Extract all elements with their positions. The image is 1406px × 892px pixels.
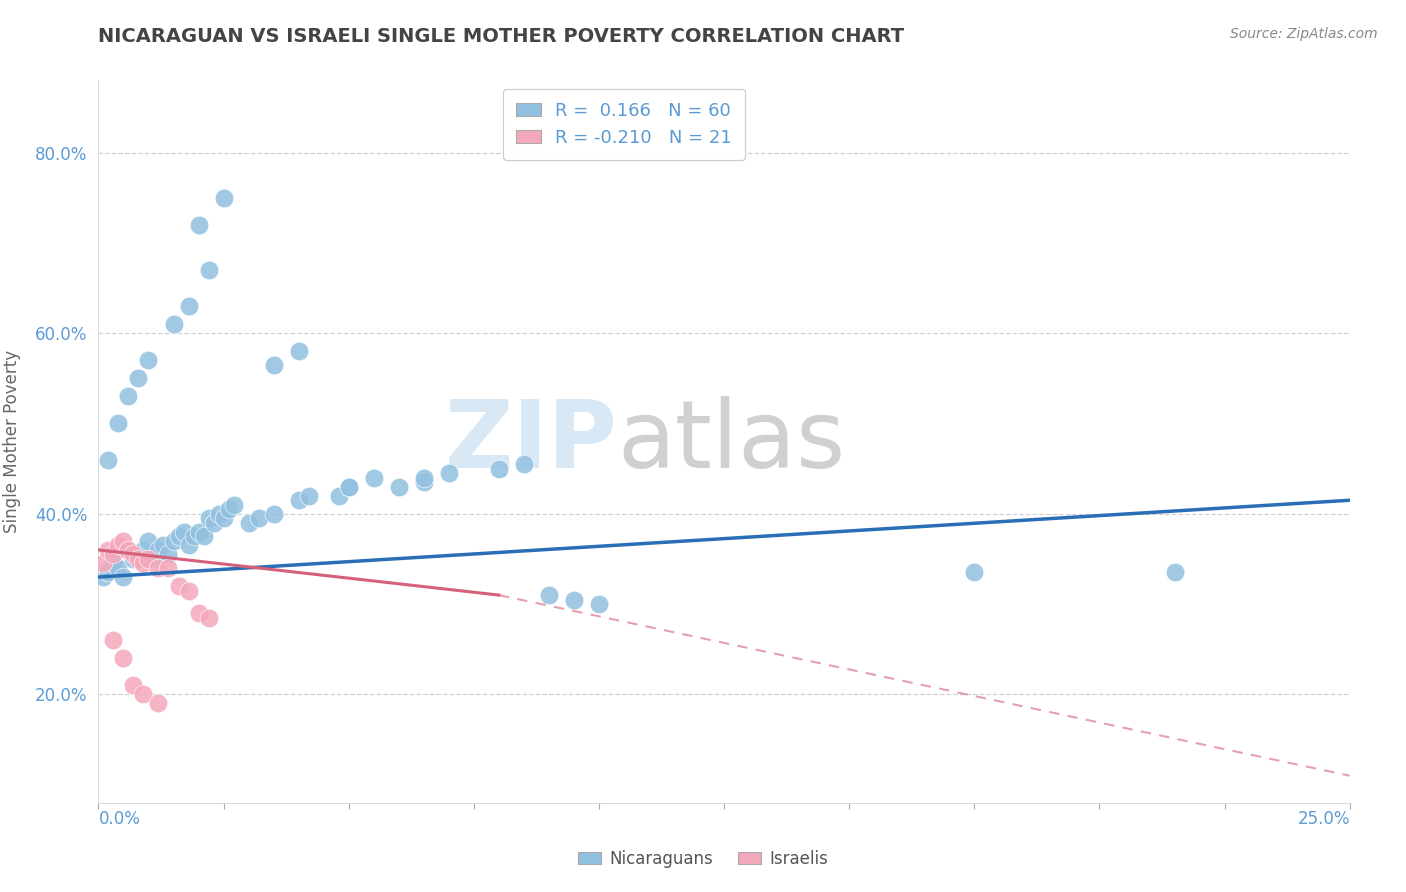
Point — [247, 511, 270, 525]
Point — [177, 538, 200, 552]
Point — [197, 263, 219, 277]
Point — [173, 524, 195, 539]
Point — [212, 511, 235, 525]
Point — [107, 538, 129, 552]
Point — [97, 452, 120, 467]
Point — [238, 516, 260, 530]
Point — [263, 358, 285, 372]
Point — [1163, 566, 1185, 580]
Text: 0.0%: 0.0% — [98, 810, 141, 828]
Point — [107, 561, 129, 575]
Point — [93, 570, 115, 584]
Point — [127, 548, 149, 562]
Point — [152, 538, 174, 552]
Point — [112, 533, 135, 548]
Point — [207, 507, 229, 521]
Point — [117, 542, 139, 557]
Point — [488, 461, 510, 475]
Point — [97, 566, 120, 580]
Point — [112, 570, 135, 584]
Point — [127, 552, 149, 566]
Point — [148, 697, 170, 711]
Point — [412, 471, 434, 485]
Point — [412, 475, 434, 490]
Legend: R =  0.166   N = 60, R = -0.210   N = 21: R = 0.166 N = 60, R = -0.210 N = 21 — [503, 89, 745, 160]
Point — [187, 218, 209, 232]
Point — [117, 389, 139, 403]
Point — [202, 516, 225, 530]
Point — [218, 502, 240, 516]
Point — [167, 529, 190, 543]
Point — [107, 417, 129, 431]
Point — [93, 557, 115, 571]
Point — [562, 592, 585, 607]
Point — [138, 533, 160, 548]
Point — [138, 353, 160, 368]
Text: ZIP: ZIP — [444, 395, 617, 488]
Point — [437, 466, 460, 480]
Point — [183, 529, 205, 543]
Point — [132, 557, 155, 571]
Point — [162, 317, 184, 331]
Point — [122, 552, 145, 566]
Point — [103, 548, 125, 562]
Point — [337, 480, 360, 494]
Point — [388, 480, 411, 494]
Point — [162, 533, 184, 548]
Text: Source: ZipAtlas.com: Source: ZipAtlas.com — [1230, 27, 1378, 41]
Point — [363, 471, 385, 485]
Point — [142, 552, 165, 566]
Point — [122, 548, 145, 562]
Point — [132, 542, 155, 557]
Point — [287, 493, 309, 508]
Point — [537, 588, 560, 602]
Point — [287, 344, 309, 359]
Point — [138, 552, 160, 566]
Point — [197, 610, 219, 624]
Text: 25.0%: 25.0% — [1298, 810, 1350, 828]
Point — [97, 542, 120, 557]
Y-axis label: Single Mother Poverty: Single Mother Poverty — [3, 350, 21, 533]
Point — [187, 524, 209, 539]
Point — [513, 457, 536, 471]
Point — [187, 606, 209, 620]
Text: atlas: atlas — [617, 395, 846, 488]
Point — [157, 548, 180, 562]
Legend: Nicaraguans, Israelis: Nicaraguans, Israelis — [571, 844, 835, 875]
Point — [157, 561, 180, 575]
Point — [127, 371, 149, 385]
Point — [588, 597, 610, 611]
Point — [328, 489, 350, 503]
Point — [177, 299, 200, 313]
Point — [122, 678, 145, 692]
Point — [177, 583, 200, 598]
Point — [167, 579, 190, 593]
Point — [212, 191, 235, 205]
Text: NICARAGUAN VS ISRAELI SINGLE MOTHER POVERTY CORRELATION CHART: NICARAGUAN VS ISRAELI SINGLE MOTHER POVE… — [98, 27, 904, 45]
Point — [963, 566, 986, 580]
Point — [132, 687, 155, 701]
Point — [263, 507, 285, 521]
Point — [103, 633, 125, 648]
Point — [103, 557, 125, 571]
Point — [148, 561, 170, 575]
Point — [298, 489, 321, 503]
Point — [222, 498, 245, 512]
Point — [193, 529, 215, 543]
Point — [337, 480, 360, 494]
Point — [117, 542, 139, 557]
Point — [197, 511, 219, 525]
Point — [148, 542, 170, 557]
Point — [112, 651, 135, 665]
